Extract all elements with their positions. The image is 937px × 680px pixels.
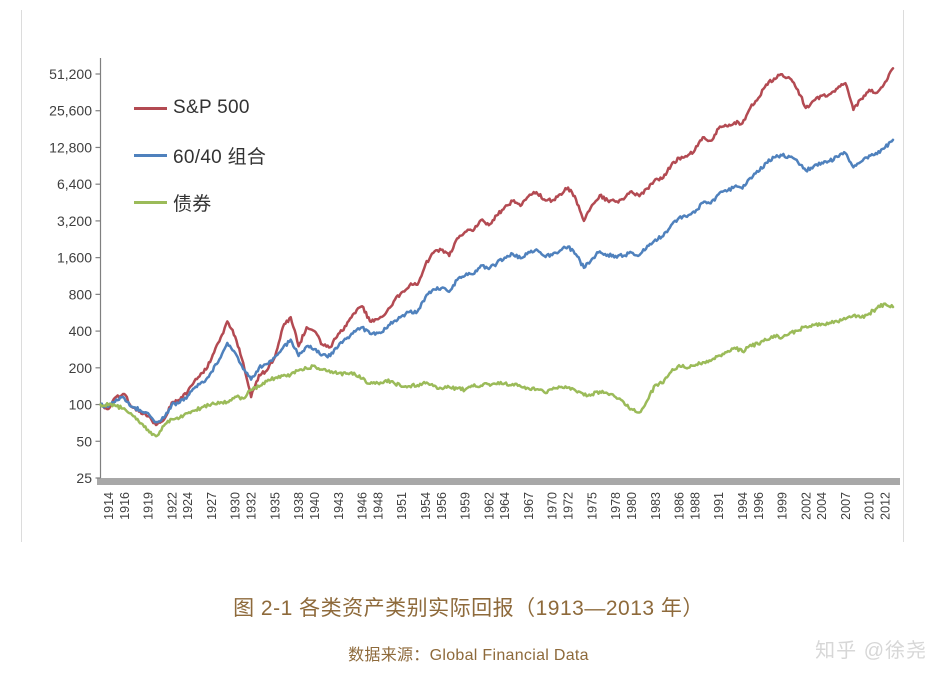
- y-tick-label: 51,200: [49, 66, 92, 82]
- x-tick-label: 1986: [673, 492, 687, 520]
- x-tick-label: 1943: [332, 492, 346, 520]
- y-tick-label: 200: [69, 360, 93, 376]
- series-line-2: [99, 302, 895, 438]
- x-tick-label: 2010: [863, 492, 877, 520]
- x-tick-label: 1924: [181, 492, 195, 520]
- x-tick-label: 2007: [839, 492, 853, 520]
- y-tick-label: 25,600: [49, 103, 92, 119]
- x-tick-label: 1954: [419, 492, 433, 520]
- watermark-zhihu: 知乎 @徐尧: [815, 640, 927, 662]
- y-tick-label: 100: [69, 397, 93, 413]
- series-line-1: [99, 138, 895, 424]
- x-tick-label: 1964: [498, 492, 512, 520]
- x-tick-label: 1927: [205, 492, 219, 520]
- x-tick-label: 1951: [395, 492, 409, 520]
- x-tick-label: 2004: [815, 492, 829, 520]
- x-tick-label: 1996: [752, 492, 766, 520]
- x-tick-label: 1970: [546, 492, 560, 520]
- x-tick-label: 1983: [649, 492, 663, 520]
- y-tick-label: 1,600: [57, 250, 92, 266]
- figure-caption: 图 2-1 各类资产类别实际回报（1913—2013 年）: [233, 597, 704, 620]
- x-tick-label: 1988: [688, 492, 702, 520]
- x-tick-label: 1994: [736, 492, 750, 520]
- x-tick-label: 2002: [799, 492, 813, 520]
- x-tick-label: 1975: [585, 492, 599, 520]
- legend-swatch-6040: [134, 153, 167, 157]
- chart-legend: S&P 500 60/40 组合 债券: [134, 97, 267, 215]
- x-tick-label: 1980: [625, 492, 639, 520]
- legend-label-sp500: S&P 500: [173, 97, 250, 118]
- y-tick-label: 25: [76, 470, 92, 486]
- legend-label-6040: 60/40 组合: [173, 146, 267, 168]
- x-tick-label: 1967: [522, 492, 536, 520]
- y-tick-label: 800: [69, 286, 93, 302]
- y-tick-label: 12,800: [49, 139, 92, 155]
- x-tick-label: 1991: [712, 492, 726, 520]
- legend-item-6040: 60/40 组合: [134, 144, 267, 168]
- x-tick-label: 1930: [229, 492, 243, 520]
- line-chart: 25 50 100 200 400 800 1,600 3,200 6,400 12,800 25,…: [21, 10, 904, 542]
- x-tick-label: 2012: [879, 492, 893, 520]
- x-tick-label: 1914: [102, 492, 116, 520]
- x-tick-label: 1919: [142, 492, 156, 520]
- x-axis-band: [97, 478, 900, 485]
- legend-item-bonds: 债券: [134, 191, 266, 215]
- x-tick-label: 1922: [165, 492, 179, 520]
- x-tick-label: 1938: [292, 492, 306, 520]
- legend-item-sp500: S&P 500: [134, 97, 266, 119]
- x-axis-labels: 1914 1916 1919 1922 1924 1927 1930 1932 1935 1938…: [102, 492, 893, 520]
- y-tick-label: 6,400: [57, 176, 92, 192]
- x-tick-label: 1940: [308, 492, 322, 520]
- x-tick-label: 1946: [356, 492, 370, 520]
- x-tick-label: 1948: [371, 492, 385, 520]
- series-lines: [99, 67, 895, 438]
- y-tick-label: 3,200: [57, 213, 92, 229]
- x-tick-label: 1999: [776, 492, 790, 520]
- x-tick-label: 1916: [118, 492, 132, 520]
- legend-label-bonds: 债券: [173, 193, 212, 215]
- legend-swatch-sp500: [134, 106, 167, 110]
- x-tick-label: 1956: [435, 492, 449, 520]
- y-tick-label: 50: [76, 433, 92, 449]
- x-tick-label: 1962: [482, 492, 496, 520]
- y-tick-label: 400: [69, 323, 93, 339]
- x-tick-label: 1978: [609, 492, 623, 520]
- x-tick-label: 1959: [459, 492, 473, 520]
- x-tick-label: 1932: [245, 492, 259, 520]
- x-tick-label: 1935: [268, 492, 282, 520]
- series-line-0: [99, 67, 895, 427]
- x-tick-label: 1972: [562, 492, 576, 520]
- chart-area: 25 50 100 200 400 800 1,600 3,200 6,400 12,800 25,…: [21, 10, 904, 542]
- data-source-label: 数据来源：Global Financial Data: [348, 647, 589, 664]
- legend-swatch-bonds: [134, 200, 167, 204]
- y-axis: 25 50 100 200 400 800 1,600 3,200 6,400 12,800 25,…: [49, 58, 102, 486]
